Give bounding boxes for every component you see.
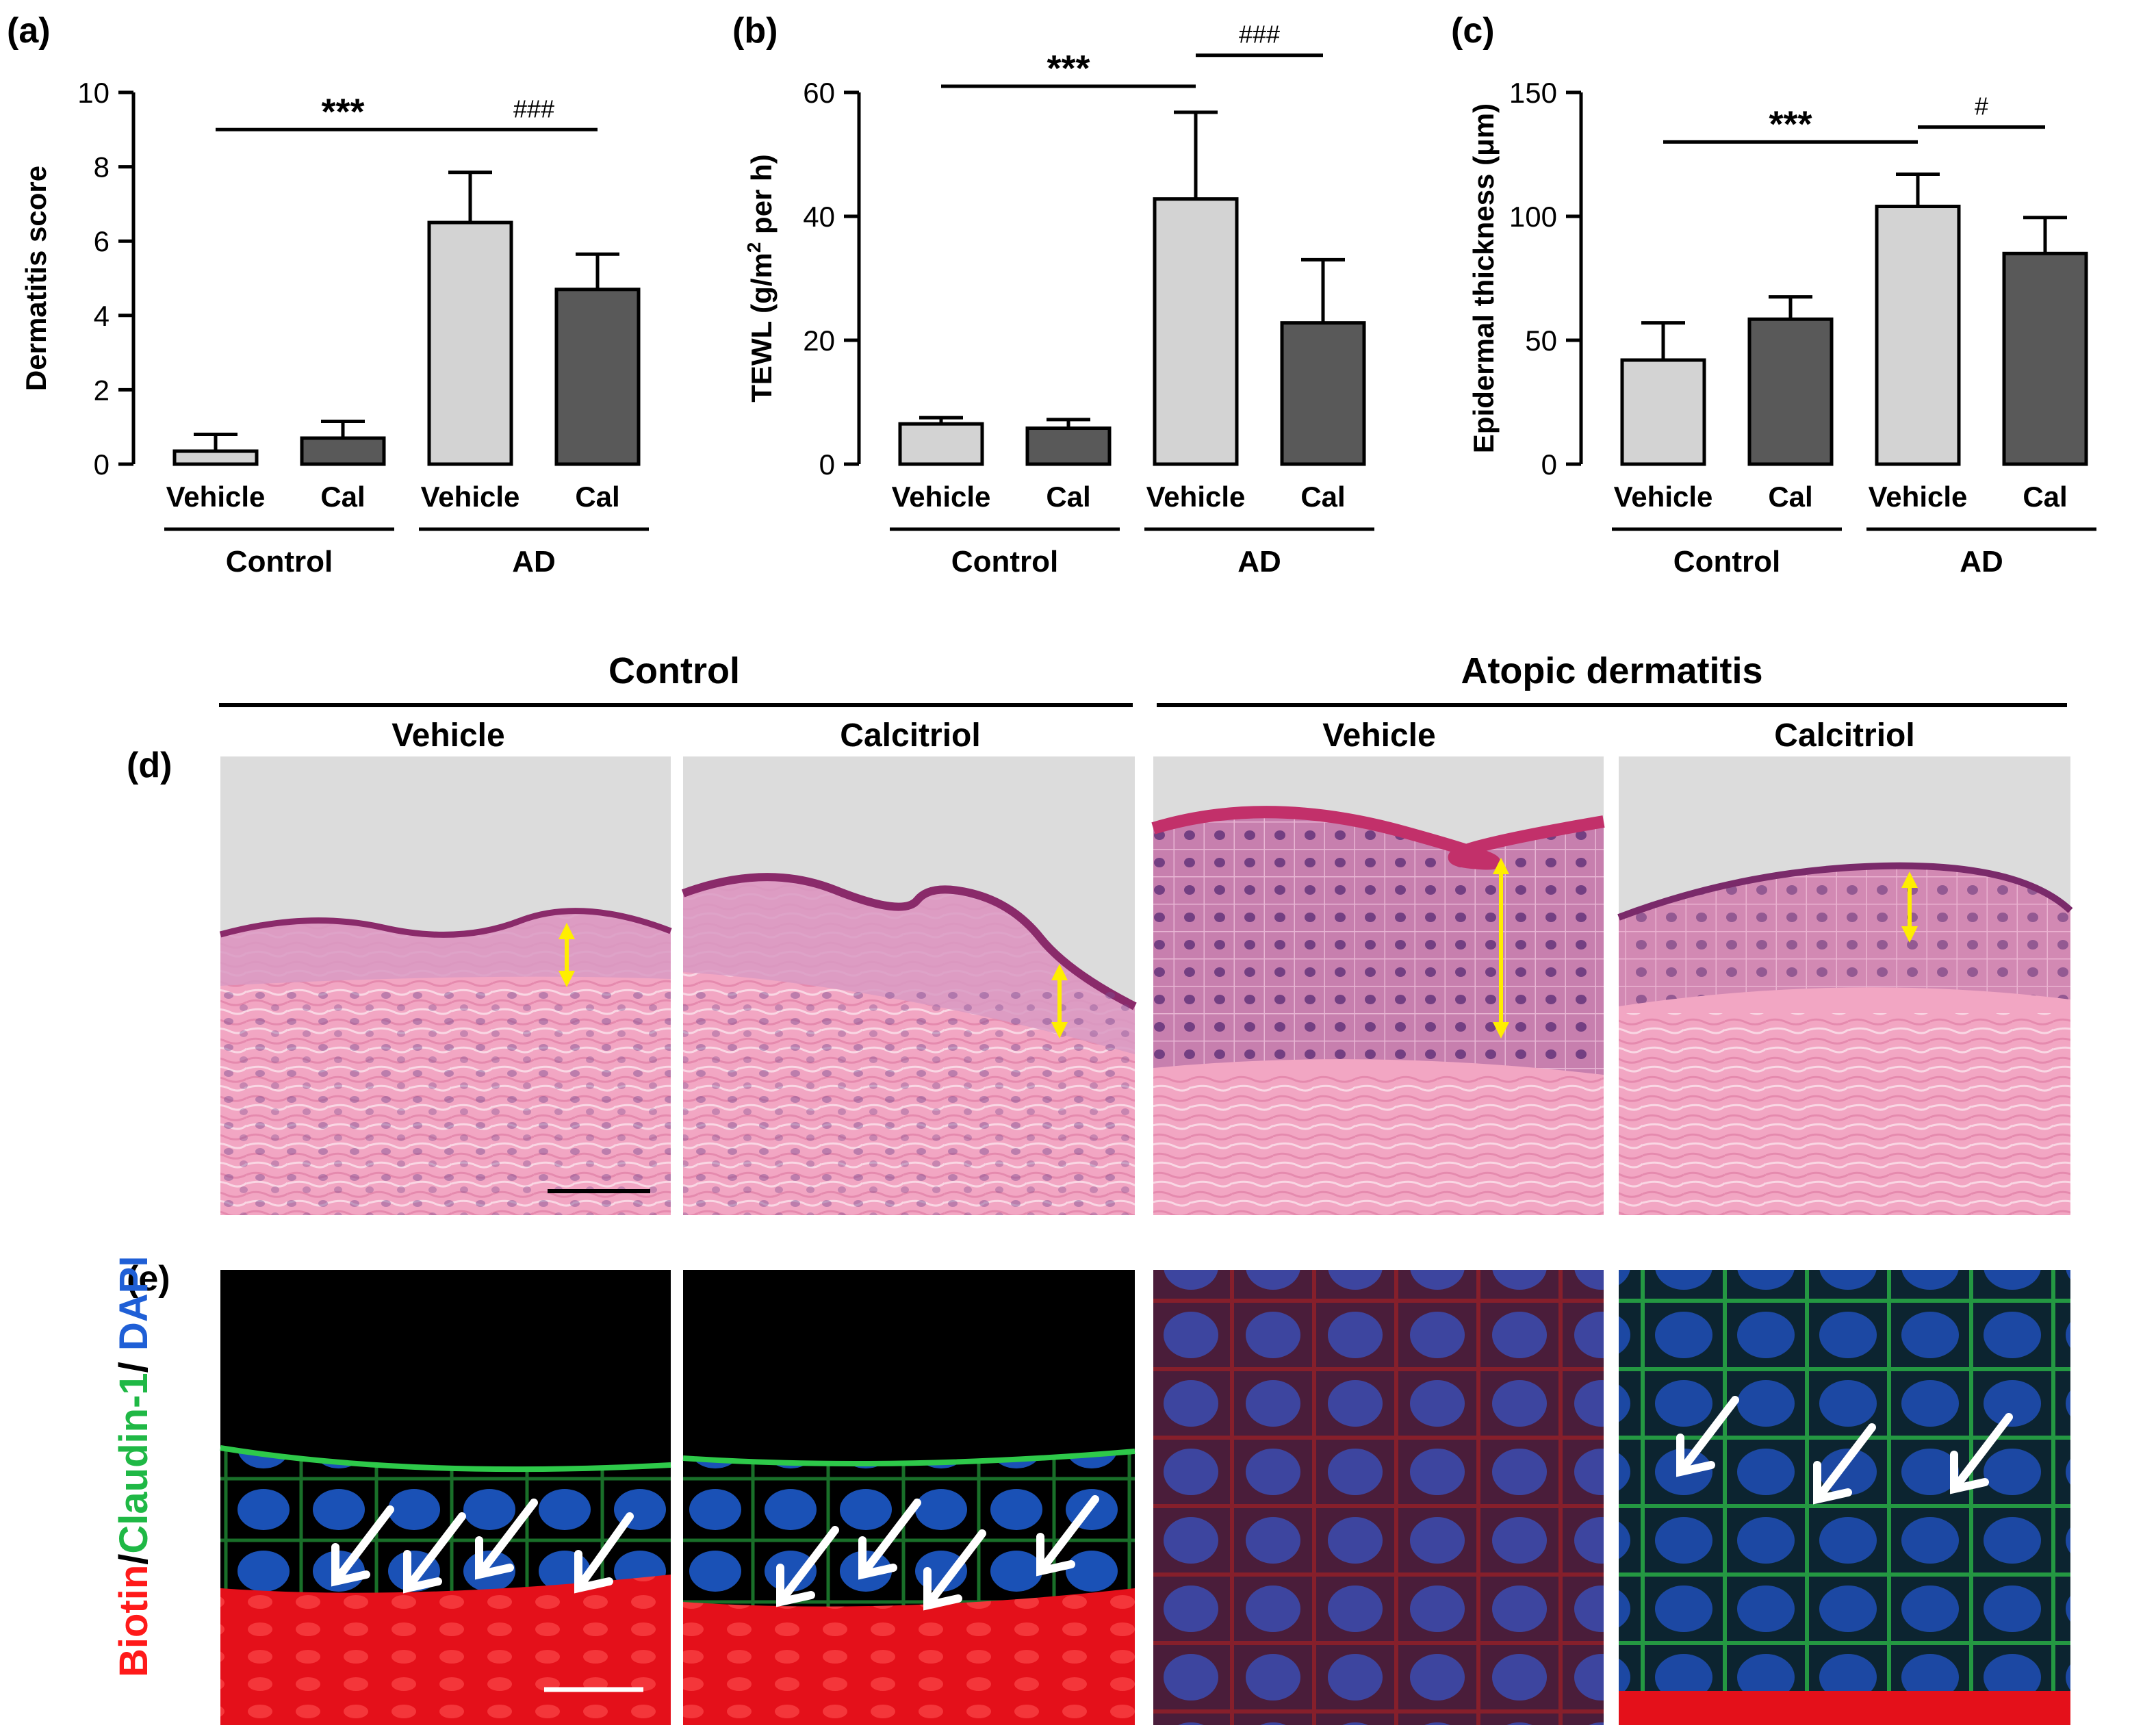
x-tick-label: Vehicle (1614, 481, 1713, 513)
group-label: Control (226, 545, 333, 578)
if-control-calcitriol (682, 1270, 1135, 1725)
group-label: Control (951, 545, 1058, 578)
y-tick-label: 4 (94, 300, 110, 332)
x-tick-label: Cal (1300, 481, 1345, 513)
panel-label: (b) (732, 11, 778, 51)
y-tick-label: 0 (94, 448, 110, 481)
y-tick-label: 0 (819, 448, 835, 481)
column-label-3: Vehicle (1322, 717, 1435, 754)
y-axis-label: Dermatitis score (20, 166, 52, 391)
y-tick-label: 50 (1525, 324, 1557, 357)
y-tick-label: 150 (1509, 77, 1557, 109)
y-tick-label: 20 (803, 324, 835, 357)
significance-label: *** (321, 91, 364, 132)
group-label: AD (1960, 545, 2003, 578)
if-ad-vehicle (1153, 1270, 1604, 1725)
bar (554, 288, 641, 466)
significance-label: *** (1769, 103, 1812, 144)
y-axis-label: Epidermal thickness (μm) (1467, 103, 1500, 453)
panel-label: (a) (7, 11, 51, 51)
header-control: Control (608, 650, 740, 691)
if-control-vehicle (220, 1270, 671, 1725)
y-tick-label: 40 (803, 201, 835, 233)
panel-label: (c) (1451, 11, 1495, 51)
y-tick-label: 2 (94, 374, 110, 406)
x-tick-label: Vehicle (1869, 481, 1968, 513)
significance-label: *** (1047, 48, 1090, 89)
x-tick-label: Cal (575, 481, 619, 513)
panel-label-d: (d) (127, 746, 172, 785)
x-tick-label: Vehicle (892, 481, 991, 513)
y-tick-label: 8 (94, 151, 110, 183)
bar (1153, 197, 1239, 466)
y-tick-label: 0 (1541, 448, 1557, 481)
significance-label: ### (513, 94, 554, 123)
x-tick-label: Vehicle (1146, 481, 1246, 513)
bar (1280, 321, 1366, 466)
x-tick-label: Vehicle (166, 481, 266, 513)
bar (1620, 358, 1706, 466)
x-tick-label: Cal (2023, 481, 2067, 513)
y-tick-label: 6 (94, 225, 110, 257)
y-tick-label: 100 (1509, 201, 1557, 233)
bar (172, 449, 259, 466)
bar (1025, 426, 1112, 466)
group-label: AD (1237, 545, 1281, 578)
column-label-4: Calcitriol (1774, 717, 1914, 754)
significance-label: # (1975, 92, 1988, 120)
x-tick-label: Cal (1046, 481, 1090, 513)
bar (2002, 251, 2088, 466)
if-micrographs: Biotin/Claudin-1/ DAPI (112, 1256, 2070, 1725)
stain-legend: Biotin/Claudin-1/ DAPI (112, 1256, 156, 1677)
if-ad-calcitriol (1619, 1270, 2070, 1725)
he-ad-vehicle (1151, 756, 1605, 1215)
x-tick-label: Vehicle (421, 481, 520, 513)
x-tick-label: Cal (1768, 481, 1812, 513)
y-tick-label: 10 (77, 77, 110, 109)
micrograph-headers: Control Atopic dermatitis Vehicle Calcit… (127, 650, 2067, 1299)
x-tick-label: Cal (320, 481, 365, 513)
he-control-vehicle (219, 756, 672, 1215)
bar (427, 220, 513, 466)
he-ad-calcitriol (1617, 756, 2073, 1215)
he-control-calcitriol (681, 756, 1137, 1215)
group-label: Control (1673, 545, 1780, 578)
column-label-1: Vehicle (392, 717, 504, 754)
y-axis-label: TEWL (g/m2 per h) (743, 154, 778, 402)
bar (1747, 317, 1834, 466)
bar (1875, 205, 1961, 466)
significance-label: ### (1239, 21, 1280, 49)
charts-layer: (a) 0 2 4 6 8 10 Dermatitis score Vehicle Cal Vehi… (7, 11, 2096, 578)
header-atopic-dermatitis: Atopic dermatitis (1461, 650, 1762, 691)
bar (300, 436, 386, 466)
bar (898, 422, 984, 466)
group-label: AD (512, 545, 556, 578)
panel-label-e: (e) (127, 1259, 170, 1299)
column-label-2: Calcitriol (840, 717, 980, 754)
he-micrographs (219, 756, 2073, 1215)
y-tick-label: 60 (803, 77, 835, 109)
